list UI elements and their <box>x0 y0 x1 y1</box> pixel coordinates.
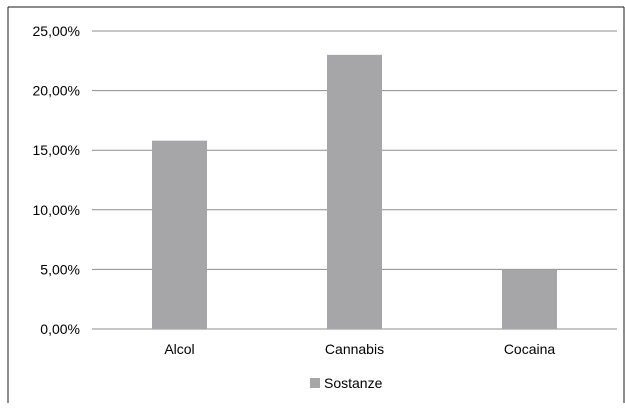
y-tick-label: 25,00% <box>33 23 80 39</box>
x-category-label: Cocaina <box>504 341 556 357</box>
bars <box>152 54 557 330</box>
y-tick-label: 10,00% <box>33 202 80 218</box>
bar-alcol <box>152 140 207 329</box>
bar-cocaina <box>502 269 557 329</box>
y-tick-label: 5,00% <box>40 261 80 277</box>
x-category-label: Cannabis <box>325 341 384 357</box>
y-tick-label: 15,00% <box>33 142 80 158</box>
legend-swatch <box>310 378 320 388</box>
legend: Sostanze <box>310 375 383 391</box>
x-category-label: Alcol <box>164 341 194 357</box>
y-tick-label: 0,00% <box>40 321 80 337</box>
y-axis-tick-labels: 0,00% 5,00% 10,00% 15,00% 20,00% 25,00% <box>33 23 80 337</box>
bar-cannabis <box>327 54 382 330</box>
legend-label-sostanze: Sostanze <box>324 375 383 391</box>
x-axis-category-labels: Alcol Cannabis Cocaina <box>164 341 555 357</box>
y-tick-label: 20,00% <box>33 83 80 99</box>
